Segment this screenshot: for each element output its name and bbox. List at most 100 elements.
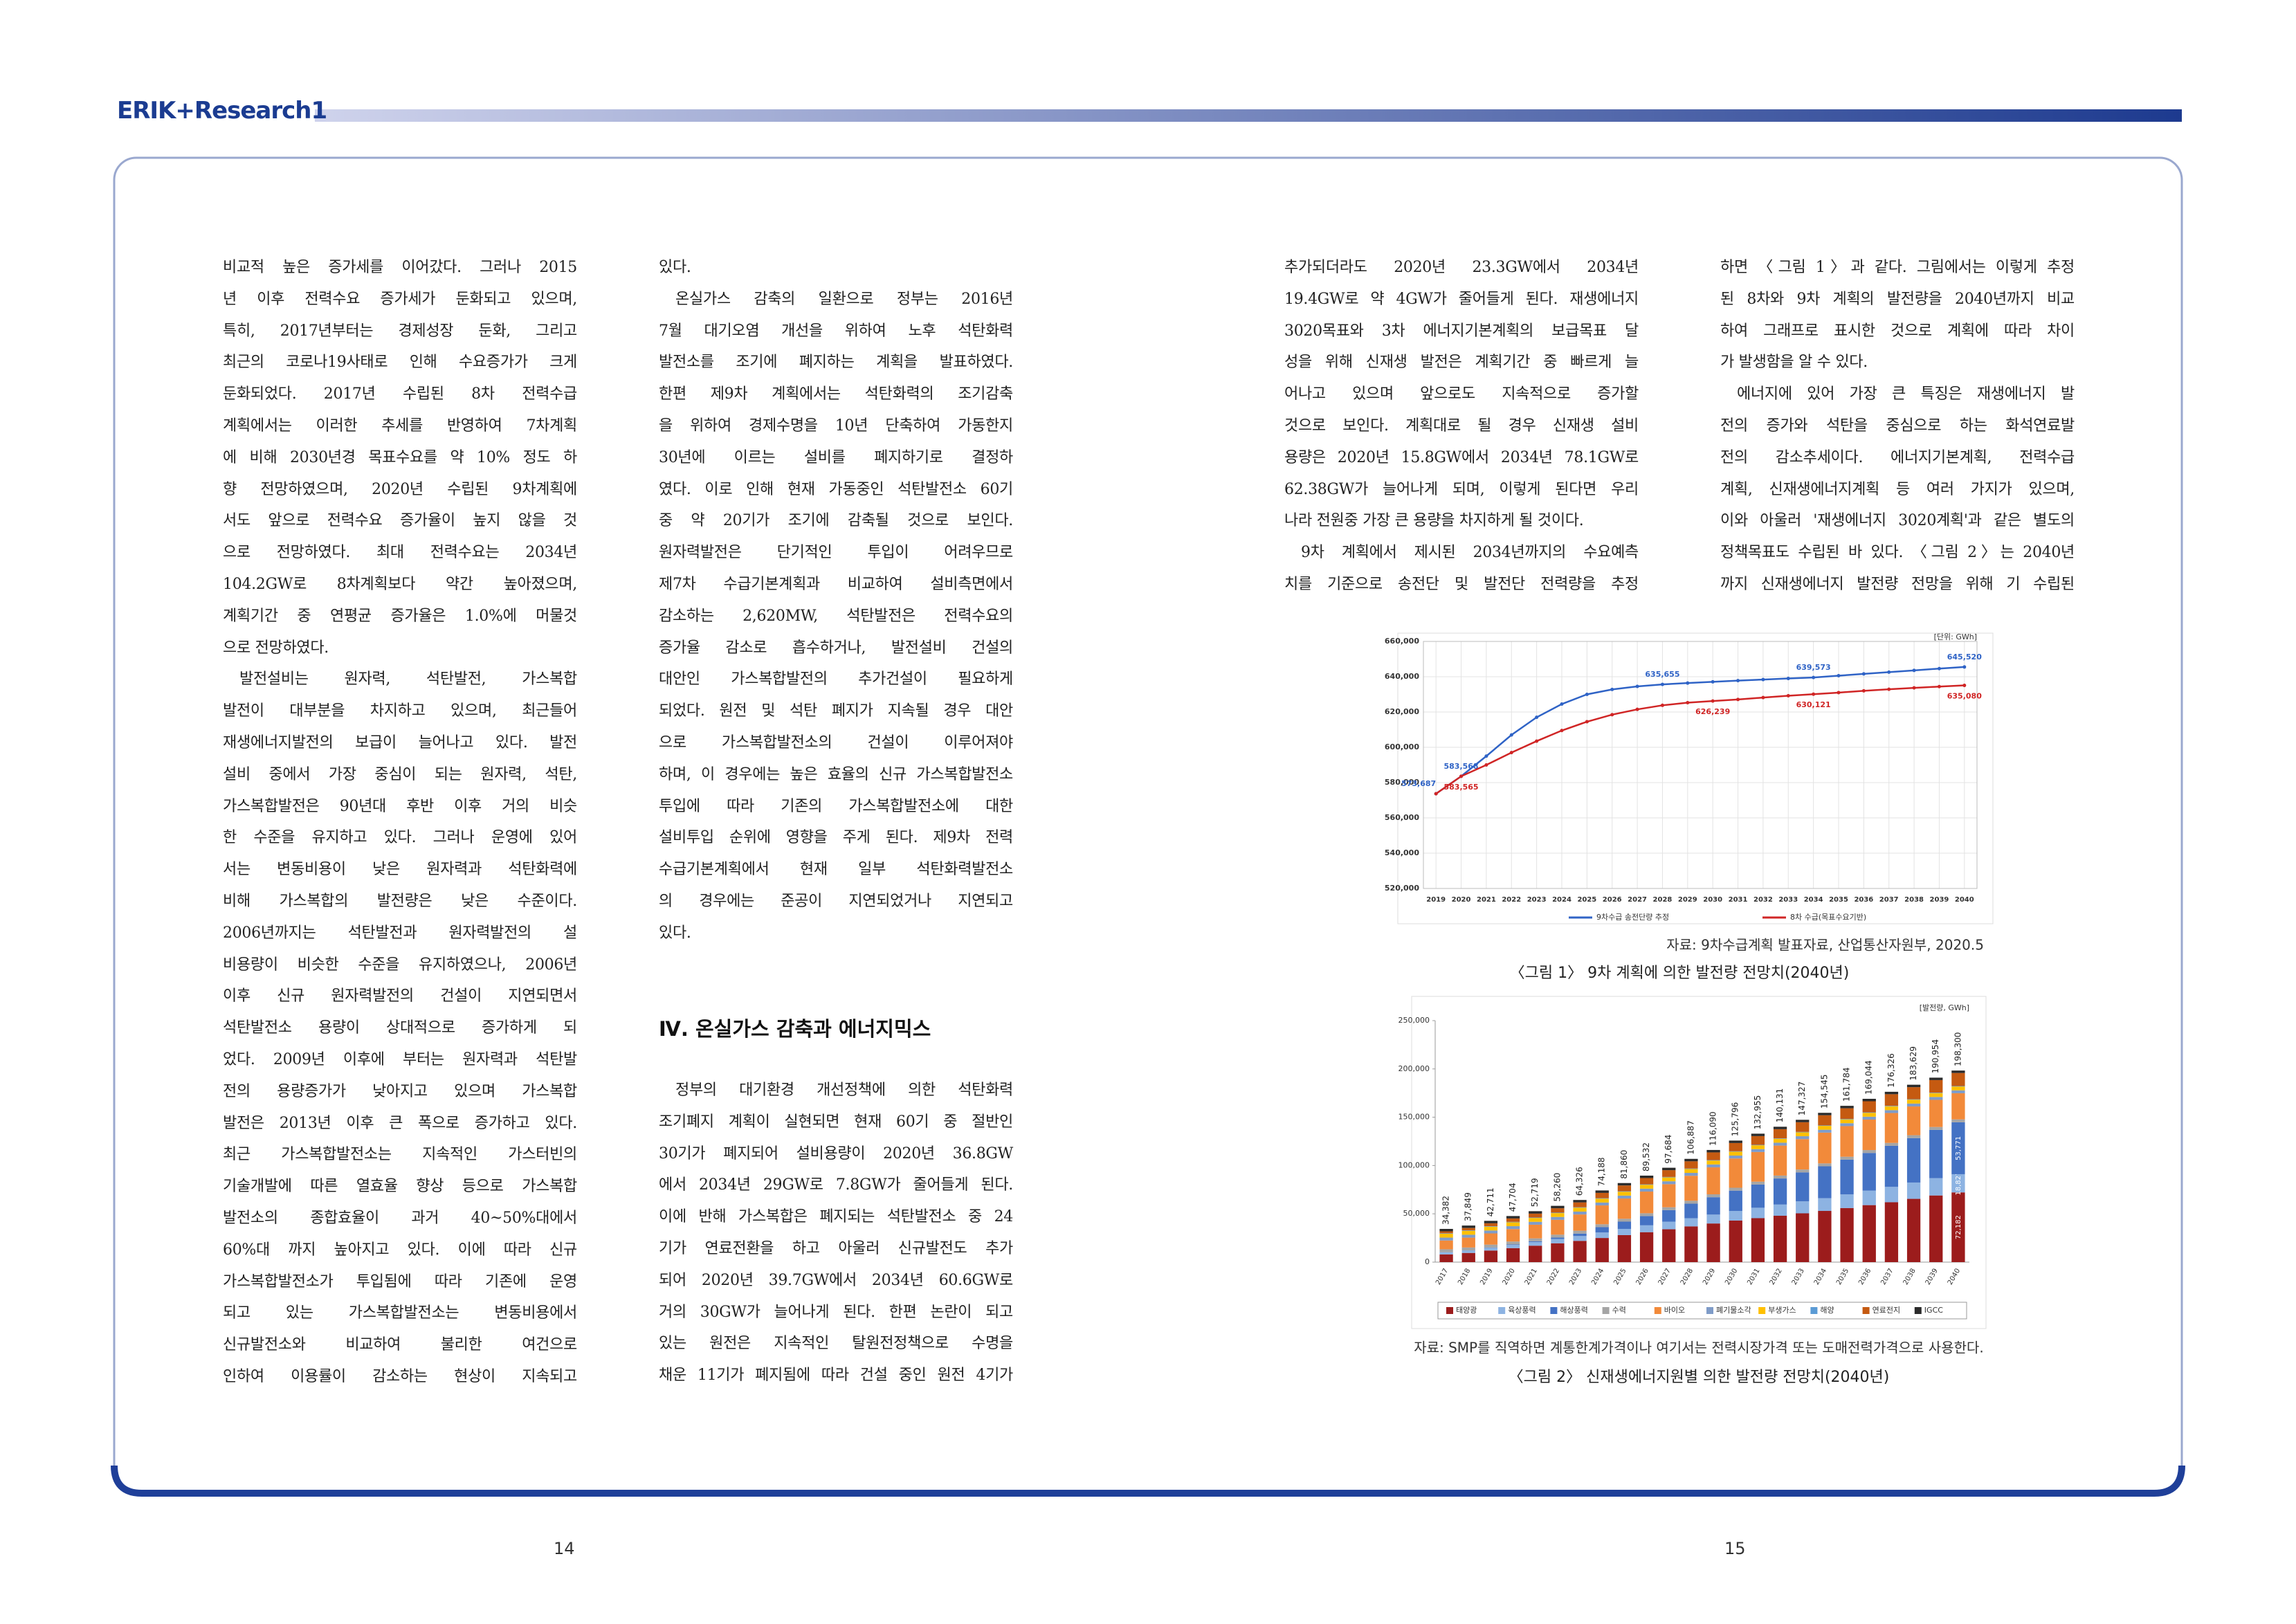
bar-segment	[1796, 1131, 1810, 1133]
x-tick-label: 2021	[1477, 896, 1496, 904]
bar-segment	[1906, 1198, 1921, 1262]
bar-segment	[1706, 1167, 1720, 1195]
bar-segment	[1461, 1230, 1475, 1235]
text-line: 으로 가스복합발전소의 건설이 이루어져야	[659, 734, 1013, 751]
bar-segment	[1573, 1233, 1587, 1237]
bar-segment	[1884, 1113, 1899, 1143]
bar-segment	[1796, 1172, 1810, 1202]
bar-segment	[1818, 1163, 1832, 1167]
text-line: 이후 신규 원자력발전의 건설이 지연되면서	[223, 987, 577, 1005]
text-line: 3020목표와 3차 에너지기본계획의 보급목표 달	[1284, 322, 1639, 340]
text-line: 비용량이 비슷한 수준을 유지하였으나, 2006년	[223, 956, 577, 974]
bar-segment	[1484, 1233, 1498, 1245]
legend-label: 바이오	[1664, 1306, 1685, 1315]
text-line: 되어 2020년 39.7GW에서 2034년 60.6GW로	[659, 1271, 1013, 1289]
bar-segment	[1506, 1221, 1520, 1223]
bar-segment	[1951, 1093, 1965, 1120]
bar-segment	[1595, 1198, 1609, 1199]
text-line: 발전소를 조기에 폐지하는 계획을 발표하였다.	[659, 354, 1013, 372]
point	[1686, 700, 1690, 704]
bar-segment	[1951, 1086, 1965, 1091]
total-label: 190,954	[1931, 1039, 1940, 1074]
bar-segment	[1773, 1145, 1787, 1176]
text-line: 치를 기준으로 송전단 및 발전단 전력량을 추정	[1284, 576, 1639, 593]
bar-segment	[1506, 1226, 1520, 1230]
legend-label: 태양광	[1456, 1306, 1477, 1315]
legend-swatch	[1758, 1307, 1766, 1314]
bar-segment	[1796, 1169, 1810, 1173]
bar-segment	[1862, 1150, 1876, 1153]
bar-segment	[1529, 1217, 1542, 1219]
bar-segment	[1862, 1205, 1876, 1262]
text-line: 서는 변동비용이 낮은 원자력과 석탄화력에	[223, 861, 577, 879]
point	[1509, 733, 1513, 737]
text-line: 19.4GW로 약 4GW가 줄어들게 된다. 재생에너지	[1284, 290, 1639, 308]
figure-2-frame	[1411, 996, 1987, 1329]
bar-segment	[1506, 1244, 1520, 1246]
bar-segment	[1506, 1248, 1520, 1262]
bar-segment	[1929, 1093, 1943, 1097]
text-line: 발전은 2013년 이후 큰 폭으로 증가하고 있다.	[223, 1114, 577, 1132]
bar-segment	[1773, 1138, 1787, 1139]
bar-segment	[1573, 1236, 1587, 1241]
bar-segment	[1884, 1142, 1899, 1146]
bar-segment	[1551, 1234, 1565, 1238]
bar-segment	[1840, 1207, 1854, 1262]
bar-segment	[1706, 1149, 1720, 1153]
bar-segment	[1662, 1176, 1676, 1178]
bar-segment	[1840, 1106, 1854, 1108]
bar-segment	[1818, 1113, 1832, 1115]
bar-segment	[1684, 1218, 1698, 1227]
bar-segment	[1617, 1192, 1632, 1196]
series-line	[1435, 666, 1965, 795]
bar-segment	[1751, 1149, 1765, 1152]
bar-segment	[1906, 1135, 1921, 1138]
text-line: 되었다. 원전 및 석탄 폐지가 지속될 경우 대안	[659, 702, 1013, 720]
bar-segment	[1818, 1129, 1832, 1133]
bar-segment	[1906, 1106, 1921, 1135]
legend-label: 육상풍력	[1508, 1306, 1536, 1315]
text-line: 였다. 이로 인해 현재 가동중인 석탄발전소 60기	[659, 480, 1013, 498]
x-tick-label: 2029	[1678, 896, 1697, 904]
legend-swatch	[1914, 1307, 1922, 1314]
text-line: 서도 앞으로 전력수요 증가율이 높지 않을 것	[223, 512, 577, 530]
bar-segment	[1862, 1113, 1876, 1117]
total-label: 52,719	[1530, 1178, 1540, 1207]
y-tick-label: 580,000	[1385, 778, 1419, 787]
text-line: 이에 반해 가스복합은 폐지되는 석탄발전소 중 24	[659, 1208, 1013, 1226]
y-tick-label: 640,000	[1385, 672, 1419, 681]
x-tick-label: 2032	[1753, 896, 1773, 904]
bar-segment	[1551, 1213, 1565, 1217]
bar-segment	[1751, 1181, 1765, 1185]
bar-segment	[1884, 1091, 1899, 1095]
point	[1861, 672, 1866, 676]
figure-source: 자료: 9차수급계획 발표자료, 산업통산자원부, 2020.5	[1666, 937, 1984, 954]
text-line: 하여 그래프로 표시한 것으로 계획에 따라 차이	[1720, 322, 2075, 340]
legend-swatch	[1706, 1307, 1713, 1314]
bar-segment	[1884, 1094, 1899, 1106]
text-line: 되고 있는 가스복합발전소는 변동비용에서	[223, 1304, 577, 1322]
value-label: 635,080	[1947, 692, 1982, 701]
bar-segment	[1439, 1233, 1453, 1238]
bar-segment	[1706, 1223, 1720, 1262]
point	[1635, 707, 1639, 711]
x-tick-label: 2023	[1527, 896, 1547, 904]
bar-segment	[1840, 1123, 1854, 1126]
total-label: 161,784	[1842, 1068, 1852, 1102]
bar-segment	[1684, 1169, 1698, 1174]
bar-segment	[1506, 1229, 1520, 1242]
bar-segment	[1773, 1126, 1787, 1129]
bar-segment	[1862, 1153, 1876, 1191]
x-tick-label: 2019	[1426, 896, 1446, 904]
bar-segment	[1461, 1237, 1475, 1248]
bar-segment	[1951, 1192, 1965, 1262]
point	[1861, 688, 1866, 693]
bar-segment	[1929, 1126, 1943, 1130]
bar-segment	[1461, 1250, 1475, 1253]
text-line: 된 8차와 9차 계획의 발전량을 2040년까지 비교	[1720, 290, 2075, 308]
x-tick-label: 2025	[1577, 896, 1596, 904]
text-line: 2006년까지는 석탄발전과 원자력발전의 설	[223, 924, 577, 942]
bar-segment	[1862, 1099, 1876, 1102]
text-line: 에너지에 있어 가장 큰 특징은 재생에너지 발	[1737, 385, 2075, 403]
